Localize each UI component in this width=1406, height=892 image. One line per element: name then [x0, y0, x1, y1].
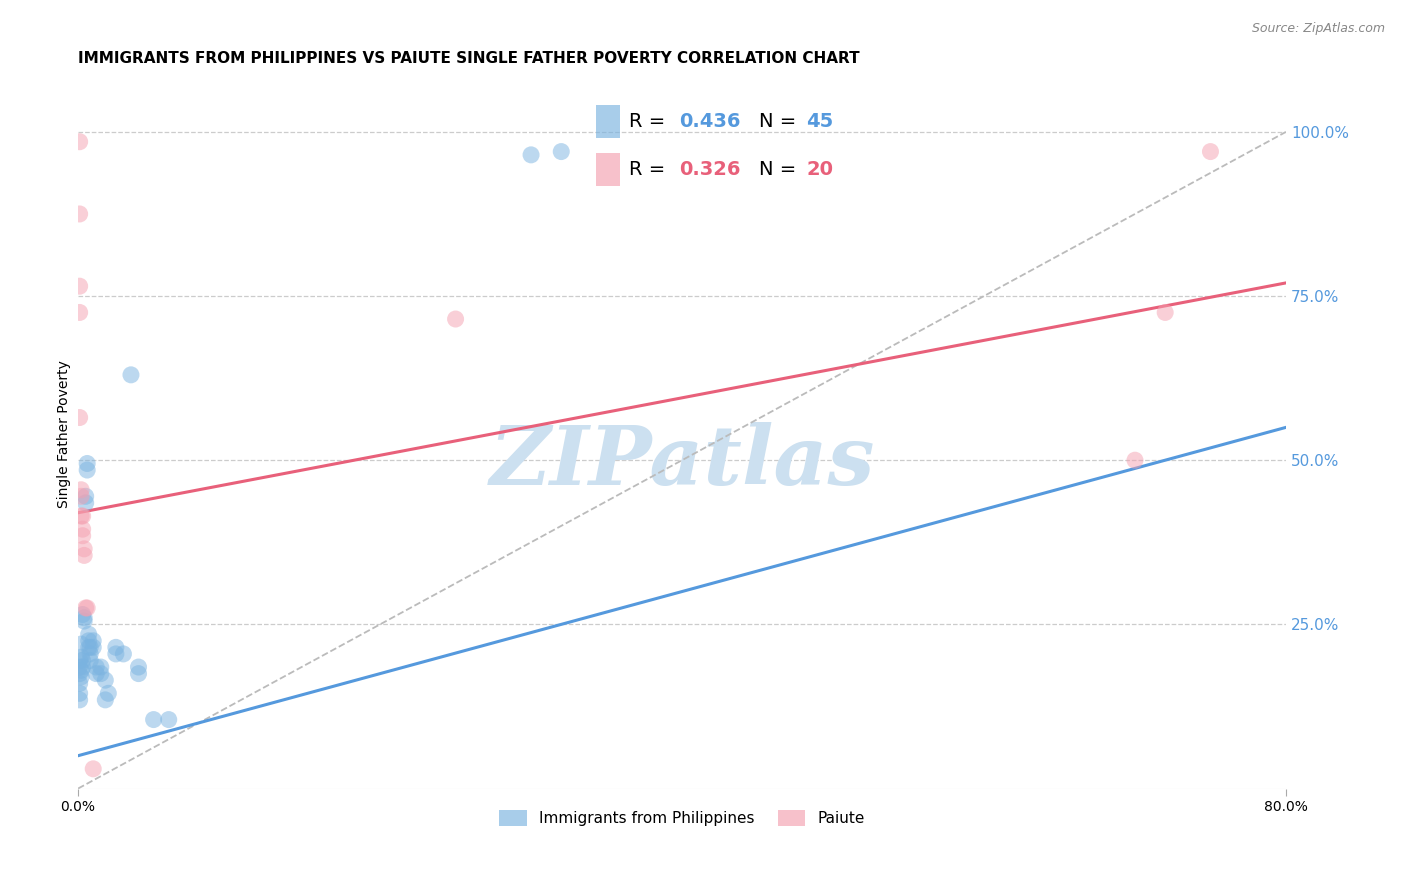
Point [69, 686, 91, 700]
Text: N =: N = [759, 160, 803, 179]
Point [104, 640, 127, 655]
FancyBboxPatch shape [596, 105, 620, 137]
Point [70, 650, 93, 665]
Point [69, 653, 91, 667]
Point [72, 607, 94, 622]
Point [444, 312, 467, 326]
Point [69, 279, 91, 293]
Point [1154, 305, 1177, 319]
Point [69, 305, 91, 319]
Point [94, 693, 117, 707]
Point [128, 660, 150, 674]
Point [75, 601, 97, 615]
Point [157, 713, 180, 727]
Point [72, 508, 94, 523]
Point [75, 496, 97, 510]
Point [97, 686, 120, 700]
Point [69, 135, 91, 149]
Point [79, 647, 101, 661]
Text: IMMIGRANTS FROM PHILIPPINES VS PAIUTE SINGLE FATHER POVERTY CORRELATION CHART: IMMIGRANTS FROM PHILIPPINES VS PAIUTE SI… [79, 51, 859, 66]
Point [72, 653, 94, 667]
Text: ZIPatlas: ZIPatlas [489, 422, 875, 502]
Point [73, 549, 96, 563]
Point [84, 660, 107, 674]
Point [76, 463, 98, 477]
Point [82, 762, 104, 776]
Point [70, 663, 93, 677]
Point [82, 633, 104, 648]
Point [1123, 453, 1146, 467]
Point [70, 489, 93, 503]
Point [69, 207, 91, 221]
Point [69, 666, 91, 681]
Point [79, 653, 101, 667]
Y-axis label: Single Father Poverty: Single Father Poverty [58, 360, 72, 508]
Point [104, 647, 127, 661]
Point [70, 637, 93, 651]
Point [82, 640, 104, 655]
Point [120, 368, 142, 382]
Point [72, 522, 94, 536]
Point [72, 529, 94, 543]
Text: 0.436: 0.436 [679, 112, 741, 131]
Point [550, 145, 572, 159]
Point [1199, 145, 1222, 159]
Point [77, 627, 100, 641]
Text: R =: R = [628, 160, 672, 179]
Point [90, 660, 112, 674]
Text: 20: 20 [806, 160, 834, 179]
Point [128, 666, 150, 681]
Text: Source: ZipAtlas.com: Source: ZipAtlas.com [1251, 22, 1385, 36]
Point [73, 611, 96, 625]
Point [70, 483, 93, 497]
Point [73, 541, 96, 556]
Point [70, 670, 93, 684]
Text: R =: R = [628, 112, 672, 131]
Point [84, 666, 107, 681]
Legend: Immigrants from Philippines, Paiute: Immigrants from Philippines, Paiute [492, 803, 872, 834]
Point [79, 640, 101, 655]
Point [69, 660, 91, 674]
Text: 45: 45 [806, 112, 834, 131]
Point [75, 489, 97, 503]
Point [77, 633, 100, 648]
FancyBboxPatch shape [596, 153, 620, 186]
Point [72, 660, 94, 674]
Point [112, 647, 135, 661]
Point [70, 508, 93, 523]
Point [69, 676, 91, 690]
Point [77, 640, 100, 655]
Point [142, 713, 165, 727]
Point [520, 148, 543, 162]
Point [76, 457, 98, 471]
Point [90, 666, 112, 681]
Point [69, 410, 91, 425]
Text: N =: N = [759, 112, 803, 131]
Point [69, 693, 91, 707]
Point [94, 673, 117, 688]
Point [76, 601, 98, 615]
Point [73, 614, 96, 628]
Text: 0.326: 0.326 [679, 160, 741, 179]
